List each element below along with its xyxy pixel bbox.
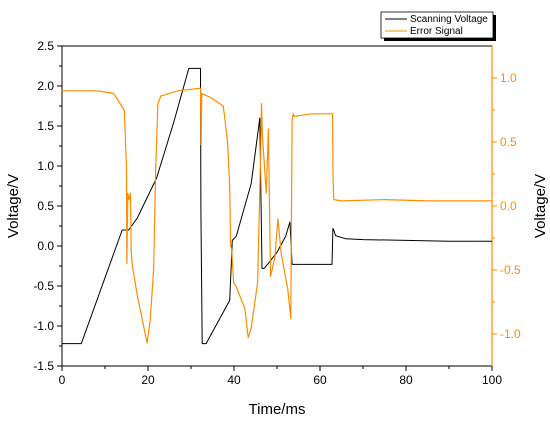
x-tick-label: 20 <box>141 373 155 387</box>
x-axis-ticks: 0 20 40 60 80 100 <box>59 366 502 387</box>
left-y-tick-label: 1.0 <box>37 159 54 173</box>
series-line-error-signal <box>62 87 492 344</box>
right-y-tick-label: 0.0 <box>500 199 517 213</box>
left-y-tick-label: 1.5 <box>37 119 54 133</box>
left-y-tick-label: -1.5 <box>33 359 54 373</box>
left-y-tick-label: -1.0 <box>33 319 54 333</box>
right-y-tick-label: 1.0 <box>500 71 517 85</box>
legend: Scanning Voltage Error Signal <box>380 11 496 41</box>
legend-label-error-signal: Error Signal <box>410 26 463 37</box>
x-axis-title: Time/ms <box>249 401 306 418</box>
right-y-tick-label: 0.5 <box>500 135 517 149</box>
x-tick-label: 0 <box>59 373 66 387</box>
legend-label-scanning-voltage: Scanning Voltage <box>410 14 488 25</box>
left-y-tick-label: 0.0 <box>37 239 54 253</box>
left-y-tick-label: -0.5 <box>33 279 54 293</box>
left-y-axis-title: Voltage/V <box>5 174 22 238</box>
right-y-tick-label: -0.5 <box>500 263 521 277</box>
series-layer <box>62 67 492 345</box>
left-y-tick-label: 2.0 <box>37 79 54 93</box>
legend-box <box>380 11 494 39</box>
left-y-tick-label: 2.5 <box>37 39 54 53</box>
left-y-axis-ticks: -1.5 -1.0 -0.5 0.0 0.5 1.0 1.5 2.0 2.5 <box>33 39 62 373</box>
x-tick-label: 80 <box>399 373 413 387</box>
x-tick-label: 40 <box>227 373 241 387</box>
left-y-tick-label: 0.5 <box>37 199 54 213</box>
right-y-tick-label: -1.0 <box>500 327 521 341</box>
x-tick-label: 60 <box>313 373 327 387</box>
right-y-axis-ticks: -1.0 -0.5 0.0 0.5 1.0 <box>491 46 521 366</box>
x-tick-label: 100 <box>482 373 502 387</box>
series-line-scanning-voltage <box>62 67 492 345</box>
right-y-axis-title: Voltage/V <box>532 174 549 238</box>
